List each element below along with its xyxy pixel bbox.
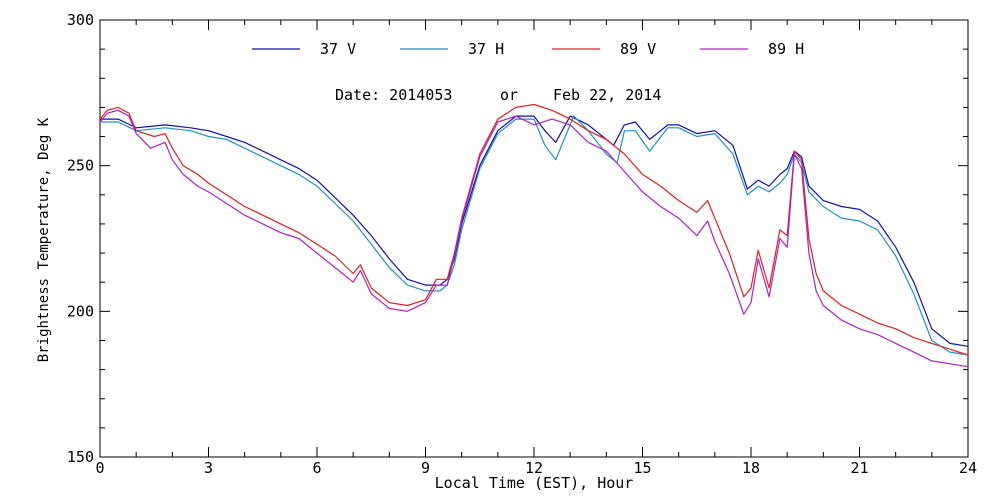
legend-label: 89 V xyxy=(620,40,656,58)
x-tick-label: 9 xyxy=(421,459,430,477)
legend-label: 89 H xyxy=(768,40,804,58)
series-layer xyxy=(99,103,969,368)
x-tick-label: 0 xyxy=(95,459,104,477)
y-tick-label: 200 xyxy=(67,302,94,320)
series-line-37-h xyxy=(100,115,969,356)
x-tick-label: 3 xyxy=(204,459,213,477)
x-tick-label: 18 xyxy=(742,459,760,477)
axis-ticks: 0 3 6 9 12 15 18 21 24 150 200 250 300 xyxy=(67,11,977,477)
date-label: Date: 2014053 xyxy=(335,86,452,104)
x-tick-label: 6 xyxy=(312,459,321,477)
legend: 37 V 37 H 89 V 89 H xyxy=(252,40,804,58)
series-line-37-v xyxy=(100,115,969,347)
date-text: Feb 22, 2014 xyxy=(553,86,661,104)
x-tick-label: 12 xyxy=(525,459,543,477)
plot-frame xyxy=(99,19,969,458)
series-line-89-h xyxy=(99,109,969,368)
x-tick-label: 24 xyxy=(959,459,977,477)
y-tick-label: 150 xyxy=(67,448,94,466)
x-tick-label: 15 xyxy=(633,459,651,477)
x-axis-label: Local Time (EST), Hour xyxy=(435,474,634,492)
y-axis-label: Brightness Temperature, Deg K xyxy=(36,117,52,362)
x-tick-label: 21 xyxy=(850,459,868,477)
legend-label: 37 H xyxy=(468,40,504,58)
or-label: or xyxy=(500,86,518,104)
series-line-89-v xyxy=(99,103,969,356)
legend-label: 37 V xyxy=(320,40,356,58)
y-tick-label: 300 xyxy=(67,11,94,29)
y-tick-label: 250 xyxy=(67,157,94,175)
